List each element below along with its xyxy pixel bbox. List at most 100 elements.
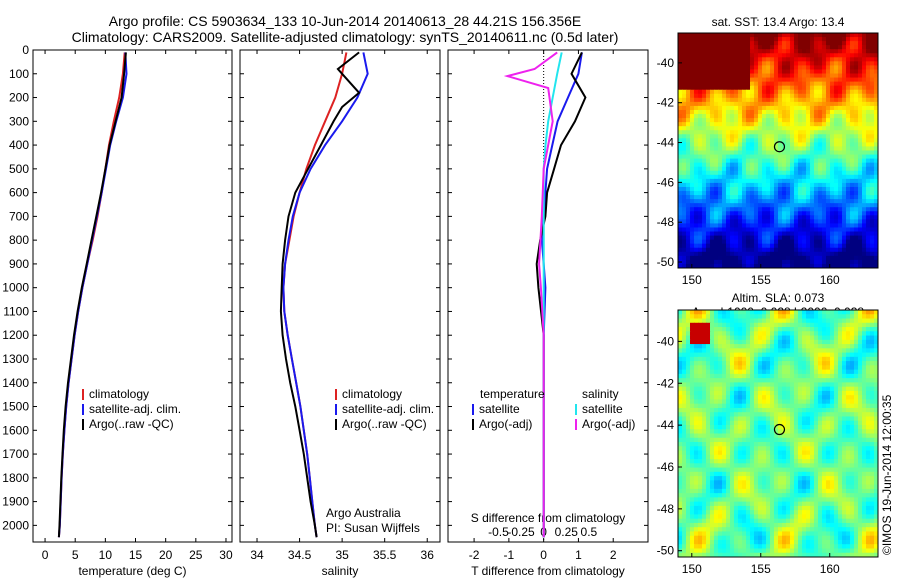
map-cell: [794, 344, 799, 349]
map-cell: [818, 33, 823, 38]
map-cell: [822, 134, 827, 139]
map-cell: [770, 433, 775, 439]
map-cell: [690, 344, 695, 349]
map-cell: [682, 142, 687, 147]
map-cell: [778, 437, 783, 443]
map-cell: [698, 130, 703, 135]
map-cell: [790, 247, 795, 253]
map-cell: [854, 454, 859, 460]
map-cell: [722, 41, 727, 46]
map-cell: [778, 403, 783, 409]
map-cell: [834, 412, 839, 417]
map-cell: [814, 219, 819, 224]
map-cell: [810, 356, 815, 362]
map-cell: [798, 118, 803, 123]
map-cell: [814, 41, 819, 46]
map-cell: [862, 382, 867, 388]
map-cell: [762, 437, 767, 443]
map-cell: [702, 314, 707, 320]
map-cell: [722, 227, 727, 233]
map-cell: [706, 412, 711, 417]
map-cell: [858, 437, 863, 443]
map-cell: [690, 73, 695, 79]
map-cell: [834, 344, 839, 349]
map-cell: [706, 369, 711, 375]
map-cell: [742, 101, 747, 107]
map-cell: [798, 211, 803, 216]
map-cell: [750, 195, 755, 200]
map-cell: [866, 407, 871, 413]
map-cell: [706, 416, 711, 422]
x-tick-label: 0: [42, 548, 49, 562]
map-cell: [862, 429, 867, 434]
map-cell: [786, 154, 791, 160]
map-cell: [850, 331, 855, 337]
map-cell: [870, 89, 875, 95]
map-cell: [710, 429, 715, 434]
map-cell: [866, 446, 871, 452]
map-cell: [846, 150, 851, 156]
map-cell: [678, 182, 683, 188]
map-cell: [874, 390, 879, 396]
map-x-tick-label: 150: [682, 273, 702, 287]
map-cell: [802, 150, 807, 156]
map-cell: [870, 114, 875, 119]
map-cell: [758, 231, 763, 237]
map-cell: [710, 215, 715, 220]
map-cell: [778, 122, 783, 127]
map-cell: [710, 412, 715, 417]
map-cell: [686, 433, 691, 439]
map-cell: [694, 219, 699, 224]
map-cell: [722, 235, 727, 241]
map-cell: [694, 57, 699, 62]
map-cell: [702, 437, 707, 443]
map-cell: [742, 399, 747, 405]
map-cell: [710, 85, 715, 91]
map-cell: [822, 162, 827, 168]
map-cell: [758, 378, 763, 383]
map-cell: [818, 407, 823, 413]
map-cell: [834, 399, 839, 405]
map-cell: [710, 207, 715, 212]
map-cell: [678, 416, 683, 422]
map-cell: [766, 327, 771, 332]
map-cell: [834, 429, 839, 434]
map-cell: [838, 407, 843, 413]
map-cell: [734, 49, 739, 54]
map-cell: [842, 420, 847, 426]
map-cell: [818, 97, 823, 103]
map-cell: [790, 407, 795, 413]
map-cell: [690, 142, 695, 147]
map-cell: [790, 369, 795, 375]
map-cell: [774, 191, 779, 196]
map-cell: [846, 53, 851, 58]
map-cell: [742, 191, 747, 196]
map-cell: [790, 182, 795, 188]
map-cell: [690, 122, 695, 127]
map-cell: [682, 93, 687, 99]
map-cell: [698, 459, 703, 464]
map-cell: [774, 331, 779, 337]
map-cell: [762, 93, 767, 99]
map-cell: [750, 130, 755, 135]
map-cell: [698, 263, 703, 269]
x-tick-label: 35.5: [373, 548, 397, 562]
map-cell: [826, 239, 831, 245]
map-cell: [822, 142, 827, 147]
title-line2: Climatology: CARS2009. Satellite-adjuste…: [72, 29, 619, 45]
map-cell: [722, 45, 727, 50]
map-cell: [786, 178, 791, 184]
map-cell: [874, 259, 879, 265]
map-cell: [746, 344, 751, 349]
map-cell: [714, 162, 719, 168]
map-cell: [794, 53, 799, 58]
map-cell: [838, 211, 843, 216]
map-cell: [838, 182, 843, 188]
map-cell: [726, 352, 731, 358]
map-cell: [826, 215, 831, 220]
map-cell: [814, 403, 819, 409]
map-cell: [726, 77, 731, 83]
map-cell: [718, 235, 723, 241]
map-cell: [838, 33, 843, 38]
map-cell: [870, 407, 875, 413]
